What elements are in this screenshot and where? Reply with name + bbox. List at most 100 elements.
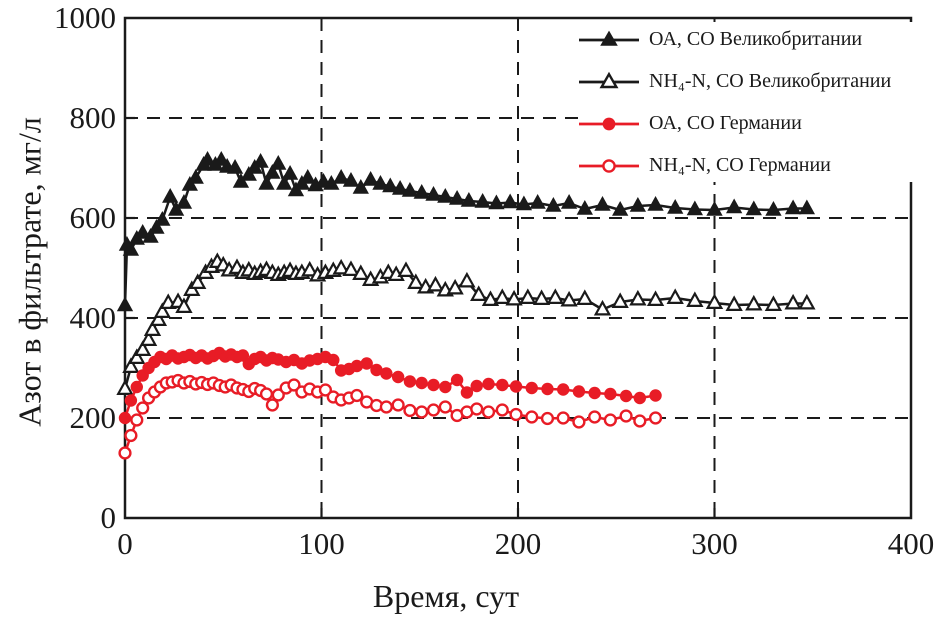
series-1-marker bbox=[666, 288, 684, 304]
series-2-marker bbox=[619, 389, 633, 403]
series-1-marker bbox=[505, 289, 523, 306]
series-0-marker bbox=[362, 170, 379, 186]
x-tick-label-400: 400 bbox=[888, 526, 935, 561]
series-0-marker bbox=[448, 189, 466, 205]
series-2-marker bbox=[509, 380, 523, 393]
series-0-marker bbox=[725, 198, 743, 214]
series-0-marker bbox=[116, 296, 134, 312]
series-0-marker bbox=[142, 227, 159, 243]
series-1-marker bbox=[493, 288, 511, 304]
y-tick-label-0: 0 bbox=[101, 500, 117, 535]
series-3-marker bbox=[124, 428, 138, 443]
series-0-marker bbox=[474, 192, 491, 208]
series-0-marker bbox=[425, 185, 442, 201]
series-0-marker bbox=[437, 187, 454, 203]
series-3-marker bbox=[265, 398, 279, 412]
series-2-marker bbox=[118, 411, 132, 425]
series-0-marker bbox=[686, 200, 704, 216]
series-1-marker bbox=[139, 330, 158, 346]
series-1-marker bbox=[764, 295, 783, 311]
series-3-marker bbox=[572, 415, 586, 429]
series-0-marker bbox=[226, 158, 244, 174]
series-2-marker bbox=[541, 382, 554, 396]
series-3-marker bbox=[287, 378, 301, 392]
series-1-marker bbox=[519, 288, 537, 304]
series-1-marker bbox=[686, 291, 704, 307]
series-3-marker bbox=[318, 383, 333, 397]
series-1-marker bbox=[458, 271, 476, 288]
series-0-marker bbox=[264, 163, 281, 179]
series-3-marker bbox=[588, 410, 602, 424]
series-2-marker bbox=[450, 373, 464, 387]
y-tick-label-600: 600 bbox=[70, 200, 117, 235]
filled-circle-icon bbox=[579, 117, 639, 131]
series-1-marker bbox=[128, 348, 146, 364]
series-2-marker bbox=[588, 386, 601, 400]
series-1-marker bbox=[189, 273, 207, 289]
series-3-marker bbox=[136, 401, 150, 415]
series-0-marker bbox=[122, 240, 140, 256]
series-1-marker bbox=[407, 273, 425, 289]
legend-item-1: NH₄-N, СО Великобритании bbox=[578, 68, 934, 94]
series-0-marker bbox=[148, 218, 165, 234]
series-1-marker bbox=[149, 310, 168, 326]
series-2-marker bbox=[327, 353, 340, 367]
series-0-marker bbox=[667, 198, 684, 214]
series-1-marker bbox=[426, 275, 445, 292]
series-1-marker bbox=[470, 285, 488, 301]
series-1-marker bbox=[705, 293, 724, 309]
y-axis-title: Азот в фильтрате, мг/л bbox=[11, 117, 48, 427]
series-0-marker bbox=[647, 195, 664, 211]
series-1-marker bbox=[784, 293, 802, 310]
series-0-marker bbox=[382, 177, 399, 193]
series-1-marker bbox=[481, 290, 500, 306]
series-3-marker bbox=[525, 410, 539, 424]
series-0-marker bbox=[281, 164, 299, 180]
series-0-marker bbox=[594, 195, 611, 211]
series-3-marker bbox=[556, 411, 570, 425]
series-1-marker bbox=[629, 289, 647, 306]
open-triangle-icon bbox=[579, 71, 639, 89]
series-1-marker bbox=[116, 379, 134, 395]
series-0-marker bbox=[175, 193, 193, 209]
series-0-marker bbox=[167, 200, 185, 216]
y-tick-label-1000: 1000 bbox=[54, 0, 116, 35]
series-2-marker bbox=[124, 394, 138, 407]
series-1-marker bbox=[798, 293, 816, 310]
series-0-marker bbox=[413, 183, 430, 199]
x-tick-label-100: 100 bbox=[298, 526, 345, 561]
series-3-marker bbox=[391, 398, 405, 412]
series-1-marker bbox=[611, 292, 629, 308]
series-1-marker bbox=[532, 289, 551, 305]
series-1-marker bbox=[352, 264, 370, 280]
series-2-marker bbox=[525, 381, 538, 395]
series-1-marker bbox=[576, 289, 594, 305]
series-0-marker bbox=[252, 152, 269, 168]
series-0-marker bbox=[798, 199, 816, 215]
x-tick-label-200: 200 bbox=[495, 526, 542, 561]
series-2-marker bbox=[649, 389, 662, 402]
series-3-marker bbox=[648, 411, 663, 425]
series-0-marker bbox=[134, 223, 151, 239]
series-2-marker bbox=[360, 357, 373, 370]
open-circle-icon bbox=[579, 159, 639, 173]
series-0-marker bbox=[372, 174, 389, 190]
series-3-marker bbox=[481, 405, 496, 419]
series-0-marker bbox=[576, 199, 593, 215]
series-0-marker bbox=[240, 165, 257, 181]
y-tick-label-200: 200 bbox=[70, 400, 117, 435]
series-1-marker bbox=[593, 299, 612, 316]
series-2-marker bbox=[556, 383, 570, 396]
series-0-marker bbox=[545, 196, 562, 212]
series-0-marker bbox=[213, 150, 230, 166]
series-3-marker bbox=[130, 413, 144, 427]
series-0-marker bbox=[612, 200, 629, 216]
series-1-marker bbox=[134, 340, 152, 356]
series-0-marker bbox=[342, 171, 360, 187]
series-2-marker bbox=[572, 385, 586, 398]
series-0-marker bbox=[629, 196, 647, 212]
series-0-marker bbox=[187, 168, 204, 184]
y-tick-label-400: 400 bbox=[70, 300, 117, 335]
series-1-marker bbox=[342, 260, 360, 276]
